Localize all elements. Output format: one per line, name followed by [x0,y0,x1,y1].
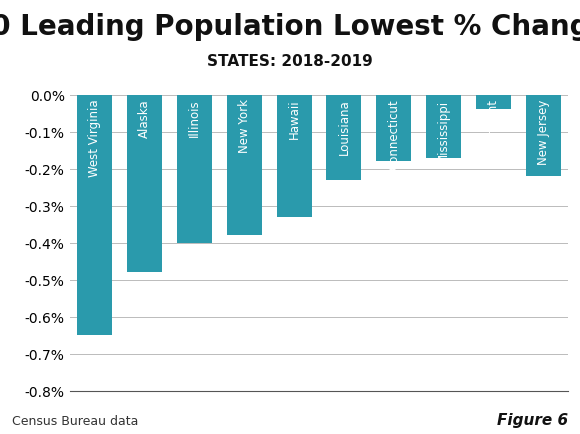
Bar [376,95,411,162]
Bar [127,95,162,273]
Text: Figure 6: Figure 6 [497,413,568,427]
Text: Hawaii: Hawaii [288,99,300,139]
Text: 10 Leading Population Lowest % Change: 10 Leading Population Lowest % Change [0,13,580,41]
Text: Census Bureau data: Census Bureau data [12,414,138,427]
Text: STATES: 2018-2019: STATES: 2018-2019 [207,54,373,69]
Text: New Jersey: New Jersey [537,99,550,164]
Bar [177,95,212,243]
Bar [277,95,311,217]
Text: Mississippi: Mississippi [437,99,450,162]
Text: Louisiana: Louisiana [338,99,350,155]
Bar [476,95,511,110]
Text: Alaska: Alaska [138,99,151,138]
Text: Vermont: Vermont [487,99,500,149]
Bar [327,95,361,181]
Text: Connecticut: Connecticut [387,99,400,170]
Text: West Virginia: West Virginia [88,99,101,177]
Text: Illinois: Illinois [188,99,201,137]
Bar [426,95,461,158]
Text: New York: New York [238,99,251,153]
Bar [77,95,112,335]
Bar [526,95,561,177]
Bar [227,95,262,236]
